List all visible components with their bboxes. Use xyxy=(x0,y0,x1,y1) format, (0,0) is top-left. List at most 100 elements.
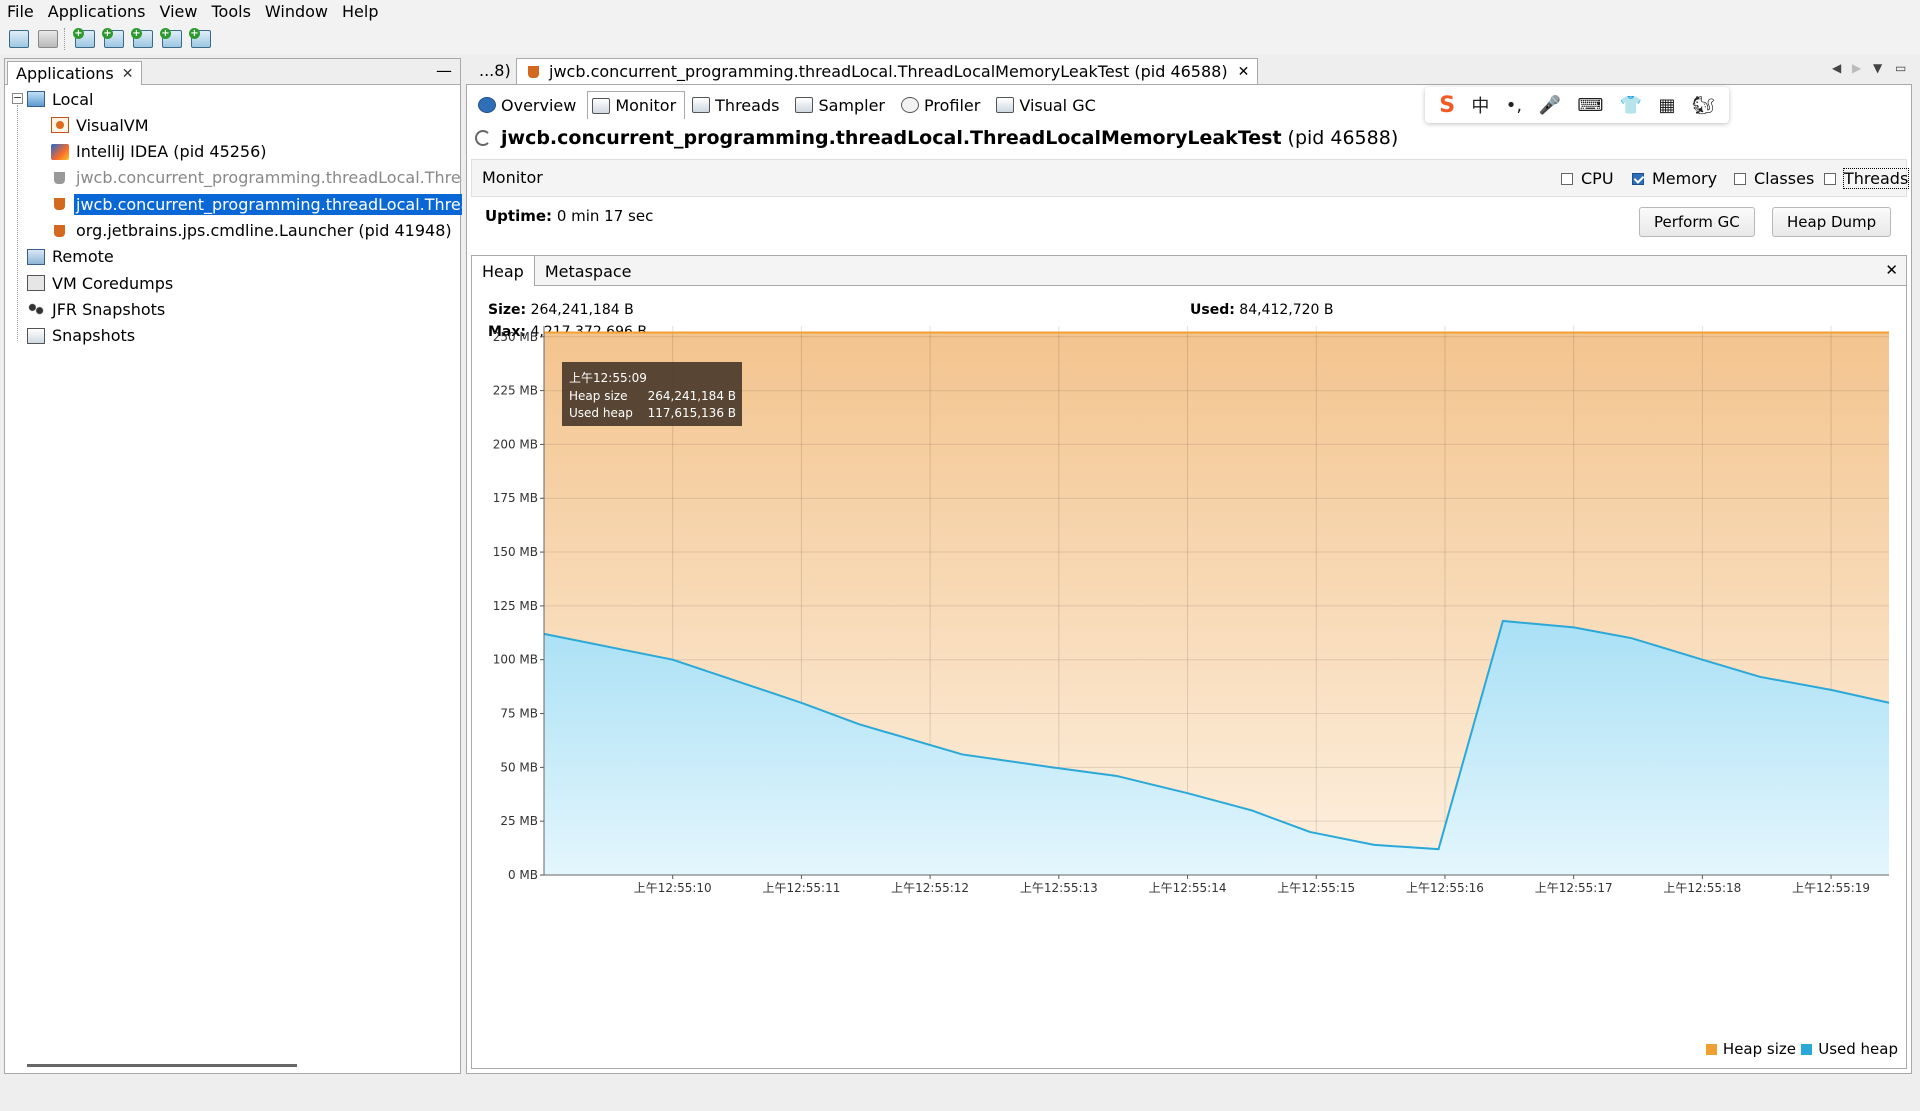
tree-item[interactable]: VisualVM xyxy=(51,113,151,137)
used-heap-area xyxy=(544,620,1889,875)
tree-item[interactable]: org.jetbrains.jps.cmdline.Launcher (pid … xyxy=(51,219,454,243)
menu-help[interactable]: Help xyxy=(342,2,379,21)
scroll-right-icon[interactable]: ▶ xyxy=(1852,61,1862,75)
legend-swatch-used-heap xyxy=(1801,1043,1813,1055)
applications-panel: Applications ✕ — Local VisualVM IntelliJ I… xyxy=(4,58,462,1074)
scroll-left-icon[interactable]: ◀ xyxy=(1832,61,1842,75)
close-icon[interactable]: ✕ xyxy=(1885,261,1898,279)
keyboard-icon[interactable]: ⌨ xyxy=(1577,94,1604,116)
tooltip-used-heap-label: Used heap xyxy=(569,406,633,420)
legend-label-heap-size: Heap size xyxy=(1722,1040,1796,1058)
mascot-icon[interactable]: 🐿 xyxy=(1691,94,1715,116)
checkbox-cpu[interactable]: CPU xyxy=(1561,169,1614,188)
tree-item-label: org.jetbrains.jps.cmdline.Launcher (pid … xyxy=(76,221,452,240)
tooltip-background xyxy=(562,362,742,426)
y-tick-label: 125 MB xyxy=(493,599,538,613)
tooltip-heap-size-value: 264,241,184 B xyxy=(648,389,736,403)
intellij-icon xyxy=(51,143,69,160)
tree-node-local[interactable]: Local xyxy=(27,87,95,111)
y-tick-label: 200 MB xyxy=(493,437,538,451)
tree-item-label: VM Coredumps xyxy=(52,273,174,293)
add-host-icon: + xyxy=(160,28,182,48)
add-jfr-icon: + xyxy=(189,28,211,48)
process-pid: (pid 46588) xyxy=(1287,127,1399,149)
collapse-icon[interactable]: − xyxy=(12,91,23,104)
tree-item[interactable]: jwcb.concurrent_programming.threadLocal.… xyxy=(51,166,462,190)
toolbox-icon[interactable]: ▦ xyxy=(1658,94,1676,116)
add-coredump-button[interactable]: + xyxy=(101,26,127,52)
checkbox-classes[interactable]: Classes xyxy=(1734,169,1814,188)
checkbox-box[interactable] xyxy=(1824,172,1836,185)
chinese-mode-icon[interactable]: 中 xyxy=(1471,96,1490,117)
maximize-icon[interactable]: ▭ xyxy=(1895,61,1907,75)
checkbox-box[interactable] xyxy=(1734,172,1746,185)
open-button[interactable] xyxy=(6,26,32,52)
tab-list-icon[interactable]: ▼ xyxy=(1873,61,1883,75)
uptime-label: Uptime: xyxy=(485,207,553,225)
punctuation-icon[interactable]: •, xyxy=(1505,94,1523,116)
tab-overview[interactable]: Overview xyxy=(473,91,585,119)
tree-node-vm-coredumps[interactable]: VM Coredumps xyxy=(27,271,175,295)
skin-icon[interactable]: 👕 xyxy=(1619,94,1643,116)
tree-item-label: jwcb.concurrent_programming.threadLocal.… xyxy=(76,168,462,188)
menu-view[interactable]: View xyxy=(159,2,198,21)
minimize-icon[interactable]: — xyxy=(436,61,452,80)
add-host-button[interactable]: + xyxy=(159,26,185,52)
menu-applications[interactable]: Applications xyxy=(47,2,146,21)
applications-tab[interactable]: Applications ✕ xyxy=(7,61,143,85)
tooltip-time: 上午12:55:09 xyxy=(569,371,647,385)
checkbox-label: Memory xyxy=(1652,169,1718,188)
tab-profiler[interactable]: Profiler xyxy=(896,91,989,119)
save-button[interactable] xyxy=(35,26,61,52)
microphone-icon[interactable]: 🎤 xyxy=(1538,94,1561,116)
checkbox-box[interactable] xyxy=(1632,172,1644,185)
y-tick-label: 100 MB xyxy=(493,653,538,667)
checkbox-threads[interactable]: Threads xyxy=(1824,168,1910,189)
heap-used-stat: Used: 84,412,720 B xyxy=(1190,302,1334,318)
previous-document-tab[interactable]: ...8) xyxy=(479,61,511,80)
close-icon[interactable]: ✕ xyxy=(121,65,134,82)
checkbox-memory[interactable]: Memory xyxy=(1632,169,1717,188)
x-tick-label: 上午12:55:16 xyxy=(1406,881,1484,895)
y-tick-label: 50 MB xyxy=(500,760,538,774)
tab-visual-gc[interactable]: Visual GC xyxy=(991,91,1104,119)
horizontal-scrollbar[interactable] xyxy=(27,1064,297,1067)
computer-icon xyxy=(27,91,45,107)
uptime-value: 0 min 17 sec xyxy=(556,207,654,225)
tree-node-remote[interactable]: Remote xyxy=(27,245,116,269)
tree-item-label: JFR Snapshots xyxy=(52,299,166,319)
tree-node-snapshots[interactable]: Snapshots xyxy=(27,324,137,348)
java-icon xyxy=(51,196,69,212)
tab-label: Monitor xyxy=(615,96,677,115)
perform-gc-button[interactable]: Perform GC xyxy=(1639,207,1755,237)
tooltip-used-heap-value: 117,615,136 B xyxy=(648,406,736,420)
tree-item[interactable]: IntelliJ IDEA (pid 45256) xyxy=(51,140,269,164)
menu-tools[interactable]: Tools xyxy=(211,2,251,21)
heap-tabs: Heap Metaspace xyxy=(472,256,1906,286)
add-jmx-button[interactable]: + xyxy=(72,26,98,52)
checkbox-box[interactable] xyxy=(1561,172,1573,185)
menu-window[interactable]: Window xyxy=(264,2,328,21)
tab-heap[interactable]: Heap xyxy=(472,256,535,286)
y-tick-label: 25 MB xyxy=(500,814,538,828)
add-snapshot-button[interactable]: + xyxy=(130,26,156,52)
tree-node-jfr-snapshots[interactable]: JFR Snapshots xyxy=(27,297,167,321)
heap-dump-button[interactable]: Heap Dump xyxy=(1772,207,1892,237)
add-jfr-button[interactable]: + xyxy=(188,26,214,52)
tab-sampler[interactable]: Sampler xyxy=(790,91,894,119)
save-icon xyxy=(38,30,58,48)
overview-icon xyxy=(478,97,496,113)
x-tick-label: 上午12:55:11 xyxy=(762,881,840,895)
menu-file[interactable]: File xyxy=(7,2,34,21)
sogou-logo-icon[interactable]: S xyxy=(1439,92,1456,118)
close-icon[interactable]: ✕ xyxy=(1237,63,1250,80)
legend-used-heap: Used heap xyxy=(1801,1040,1898,1058)
y-tick-label: 175 MB xyxy=(493,491,538,505)
tab-monitor[interactable]: Monitor xyxy=(587,91,686,119)
visualvm-icon xyxy=(51,117,69,134)
tree-item[interactable]: jwcb.concurrent_programming.threadLocal.… xyxy=(51,192,462,216)
document-tab-active[interactable]: jwcb.concurrent_programming.threadLocal.… xyxy=(516,58,1259,84)
tab-metaspace[interactable]: Metaspace xyxy=(544,261,632,281)
coredump-icon xyxy=(27,275,45,292)
tab-threads[interactable]: Threads xyxy=(687,91,788,119)
